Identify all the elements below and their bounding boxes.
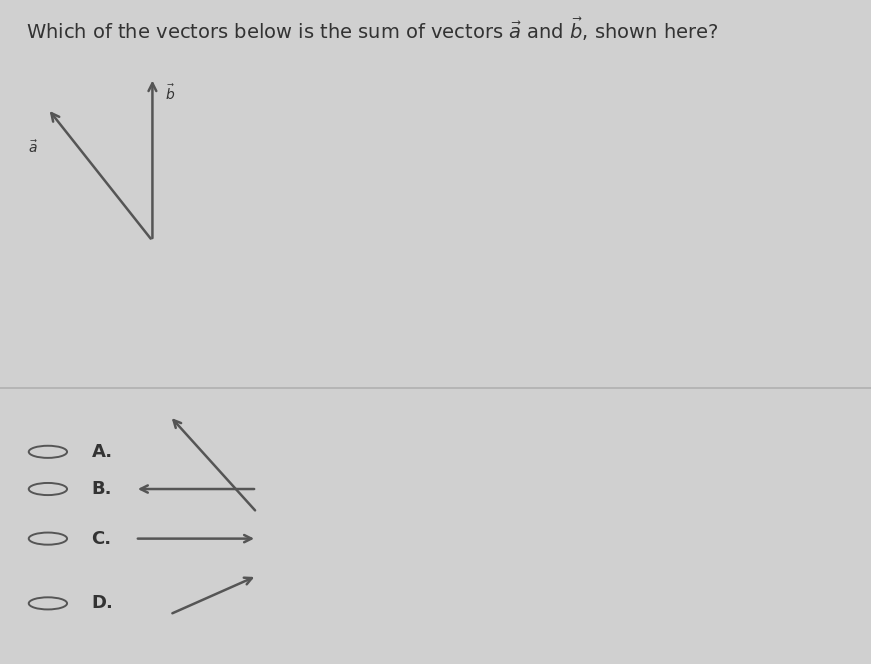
Text: Which of the vectors below is the sum of vectors $\vec{a}$ and $\vec{b}$, shown : Which of the vectors below is the sum of… (26, 15, 719, 42)
Text: $\vec{b}$: $\vec{b}$ (165, 84, 175, 103)
Text: C.: C. (91, 530, 111, 548)
Text: A.: A. (91, 443, 112, 461)
Text: B.: B. (91, 480, 112, 498)
Text: D.: D. (91, 594, 113, 612)
Text: $\vec{a}$: $\vec{a}$ (28, 139, 38, 156)
